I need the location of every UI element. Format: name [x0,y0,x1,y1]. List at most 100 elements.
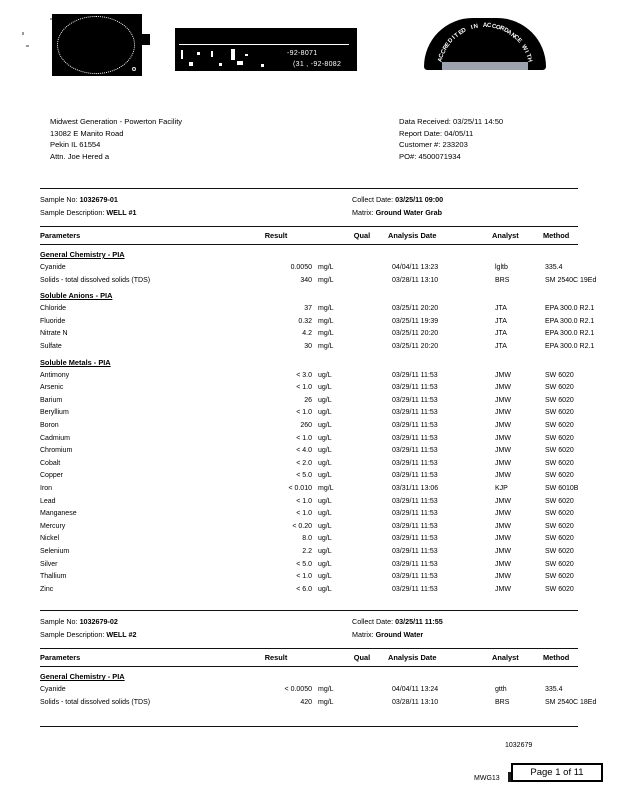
parameter-group-title-text: Soluble Metals - PIA [40,357,111,367]
cell-parameter: Zinc [40,585,54,593]
lab-phone-1: -92-8071 [287,50,318,57]
table-row: Solids - total dissolved solids (TDS) 340… [40,275,596,288]
cell-analysis-date: 03/29/11 11:53 [392,472,438,480]
cell-unit: ug/L [318,434,332,442]
page-number-box: Page 1 of 11 [511,763,603,782]
cell-analyst: JMW [495,396,511,404]
cell-parameter: Chromium [40,447,73,455]
cell-result: < 1.0 [296,434,312,442]
cell-method: 335.4 [545,686,563,694]
collect-date-line: Collect Date: 03/25/11 09:00 [352,194,443,206]
cell-analyst: JMW [495,422,511,429]
horizontal-rule [40,610,578,612]
cell-result: 0.0050 [290,264,312,271]
cell-parameter: Copper [40,472,63,480]
collect-date-label: Collect Date: [352,617,394,627]
sample-no-label: Sample No: [40,195,78,204]
cell-result: < 1.0 [296,510,312,518]
cell-unit: ug/L [318,396,332,404]
cell-method: SM 2540C 19Ed [545,276,597,284]
seal-arc-char: H [525,57,533,63]
cell-method: SW 6020 [545,459,574,467]
sample-description-line: Sample Description: WELL #2 [40,629,137,641]
table-row: Arsenic < 1.0 ug/L 03/29/11 11:53 JMW SW 6020 [40,382,578,395]
cell-parameter: Cyanide [40,686,66,694]
cell-method: SW 6020 [545,497,574,505]
cell-parameter: Nickel [40,535,60,543]
cell-analyst: JTA [495,343,507,350]
cell-result: < 4.0 [296,447,312,455]
cell-analysis-date: 04/04/11 13:23 [392,264,439,271]
cell-parameter: Solids - total dissolved solids (TDS) [40,276,151,284]
table-row: Nitrate N 4.2 mg/L 03/25/11 20:20 JTA EPA 300… [40,328,594,341]
cell-method: EPA 300.0 R2.1 [545,305,595,313]
matrix-label: Matrix: [352,630,374,640]
cell-parameter: Thallium [40,573,67,581]
cell-analysis-date: 03/29/11 11:53 [392,447,438,455]
sample-info-block: Sample No: 1032679-01 Sample Description:… [40,194,578,222]
customer-label: Customer #: [399,140,441,150]
cell-unit: ug/L [318,510,332,518]
cell-analysis-date: 03/29/11 11:53 [392,371,438,379]
cell-result: < 1.0 [296,409,312,417]
cell-parameter: Chloride [40,305,67,313]
parameter-group-title-text: General Chemistry - PIA [40,672,125,682]
matrix-line: Matrix: Ground Water [352,629,423,641]
cell-analyst: BRS [495,276,510,284]
cell-analysis-date: 03/25/11 19:39 [392,317,439,325]
date-received-value: 03/25/11 14:50 [453,117,504,126]
horizontal-rule [40,188,578,189]
cell-analysis-date: 03/29/11 11:53 [392,409,438,417]
column-header-analyst: Analyst [492,231,519,240]
table-header-row: Parameters Result Qual Analysis Date Analyst… [40,652,578,665]
cell-method: SW 6010B [545,485,579,492]
cell-analyst: JMW [495,472,511,480]
customer-value: 233203 [442,140,468,150]
date-received-line: Data Received: 03/25/11 14:50 [399,116,503,128]
cell-result: 30 [304,343,312,350]
cell-parameter: Mercury [40,522,66,530]
cell-method: SW 6020 [545,371,574,379]
cell-analysis-date: 03/25/11 20:20 [392,343,439,350]
cell-analyst: JMW [495,384,511,392]
cell-result: 260 [300,422,312,429]
table-row: Lead < 1.0 ug/L 03/29/11 11:53 JMW SW 6020 [40,496,578,509]
column-header-parameters: Parameters [40,231,81,240]
column-header-qual: Qual [353,231,371,240]
sample-description-label: Sample Description: [40,208,105,217]
cell-result: < 1.0 [296,573,312,581]
cell-result: 0.32 [298,317,312,325]
column-header-analyst: Analyst [492,653,519,663]
column-header-result: Result [264,653,288,663]
cell-method: EPA 300.0 R2.1 [545,330,595,338]
cell-parameter: Cyanide [40,264,66,271]
cell-result: 340 [300,276,312,284]
cell-method: SW 6020 [545,510,574,518]
table-header-row: Parameters Result Qual Analysis Date Analyst… [40,230,578,243]
horizontal-rule [40,648,578,650]
cell-analyst: JMW [495,573,511,581]
cell-result: < 1.0 [296,497,312,505]
parameter-group-title: General Chemistry - PIA [40,248,578,261]
table-row: Antimony < 3.0 ug/L 03/29/11 11:53 JMW SW 602… [40,370,578,383]
cell-analysis-date: 03/25/11 20:20 [392,305,439,313]
collect-date-value: 03/25/11 09:00 [395,195,444,204]
cell-parameter: Iron [40,485,53,492]
client-name: Midwest Generation - Powerton Facility [50,117,183,126]
column-header-parameters: Parameters [40,653,81,663]
cell-result: < 0.010 [288,485,312,492]
cell-analysis-date: 03/29/11 11:53 [392,548,438,555]
cell-result: < 1.0 [296,384,312,392]
cell-unit: mg/L [318,686,334,694]
cell-unit: ug/L [318,560,332,568]
cell-analyst: BRS [495,699,510,706]
column-header-qual: Qual [353,653,371,663]
cell-unit: ug/L [318,422,332,429]
cell-result: < 0.20 [292,522,312,530]
cell-unit: ug/L [318,548,332,555]
cell-analysis-date: 03/29/11 11:53 [392,560,438,568]
po-line: PO#: 4500071934 [399,151,503,163]
horizontal-rule [40,244,578,245]
cell-analysis-date: 03/29/11 11:53 [392,522,438,530]
